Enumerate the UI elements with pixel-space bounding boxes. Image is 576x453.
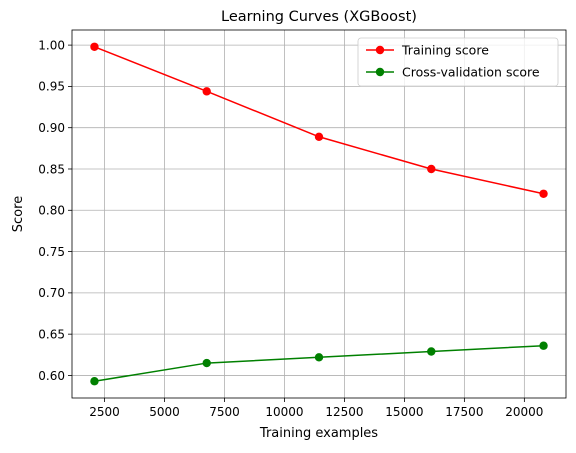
- legend-marker: [375, 67, 385, 77]
- x-tick-label: 17500: [445, 405, 483, 419]
- series-0: [90, 42, 548, 198]
- x-tick-label: 10000: [265, 405, 303, 419]
- grid: [72, 30, 566, 398]
- y-tick-label: 0.70: [38, 286, 65, 300]
- data-point: [539, 189, 548, 198]
- series-layer: [90, 42, 548, 386]
- legend-label: Training score: [401, 43, 489, 58]
- legend-label: Cross-validation score: [402, 65, 540, 80]
- data-point: [202, 358, 211, 368]
- y-tick-label: 0.80: [38, 204, 65, 218]
- x-tick-label: 2500: [89, 405, 120, 419]
- y-tick-label: 0.85: [38, 162, 65, 176]
- data-point: [539, 341, 548, 350]
- y-tick-label: 0.65: [38, 327, 65, 341]
- legend-marker: [375, 45, 385, 55]
- data-point: [314, 132, 324, 141]
- y-tick-label: 0.60: [38, 369, 65, 383]
- x-tick-label: 5000: [149, 405, 180, 419]
- x-tick-label: 20000: [505, 405, 543, 419]
- legend-item: Cross-validation score: [366, 65, 540, 80]
- tick-layer: 2500 5000 7500 10000 12500 15000 17500 20000 0.6…: [38, 38, 543, 419]
- legend: Training score Cross-validation score: [357, 37, 559, 87]
- x-tick-label: 12500: [325, 405, 363, 419]
- x-axis-title: Training examples: [259, 426, 378, 441]
- data-point: [90, 377, 99, 386]
- chart-title: Learning Curves (XGBoost): [221, 9, 417, 25]
- y-tick-label: 0.75: [38, 245, 65, 259]
- y-tick-label: 1.00: [38, 38, 65, 52]
- y-tick-label: 0.95: [38, 80, 65, 94]
- plot-frame: [71, 29, 567, 399]
- x-tick-label: 7500: [209, 405, 240, 419]
- x-tick-label: 15000: [385, 405, 423, 419]
- legend-box: [357, 37, 559, 87]
- data-point: [90, 42, 99, 51]
- y-tick-label: 0.90: [38, 121, 65, 135]
- data-point: [427, 164, 436, 174]
- y-axis-title: Score: [11, 196, 26, 232]
- legend-item: Training score: [366, 43, 489, 58]
- data-point: [314, 353, 324, 362]
- data-point: [427, 347, 436, 356]
- data-point: [202, 87, 211, 96]
- series-1: [90, 341, 548, 386]
